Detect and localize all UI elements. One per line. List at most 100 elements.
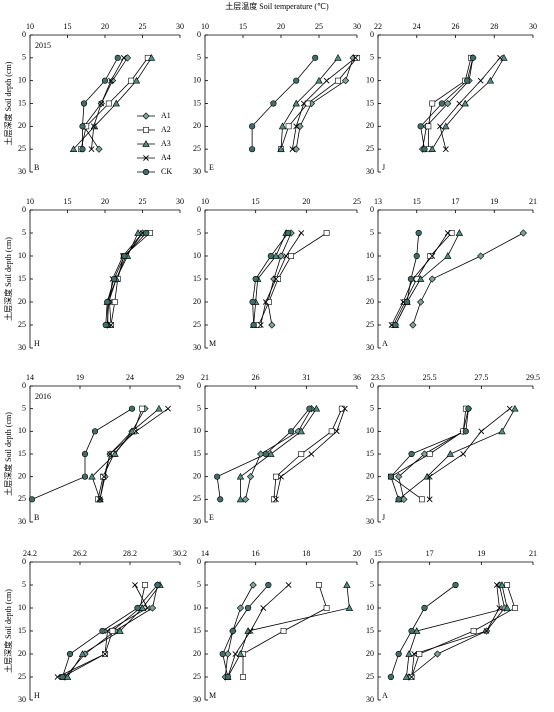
- x-tick-label: 20: [302, 197, 310, 206]
- y-tick-label: 20: [18, 649, 26, 658]
- series-line: [406, 584, 508, 678]
- y-tick-label: 10: [193, 603, 201, 612]
- marker-ck: [465, 405, 472, 412]
- y-tick-label: 15: [18, 274, 26, 283]
- marker-a1: [292, 145, 300, 153]
- marker-a4: [426, 496, 433, 503]
- marker-a4: [104, 628, 111, 634]
- marker-a2: [426, 451, 433, 457]
- x-tick-label: 25.5: [423, 373, 437, 382]
- y-tick-label: 5: [22, 228, 26, 237]
- x-tick-label: 30: [529, 22, 537, 31]
- marker-a3: [343, 581, 351, 588]
- y-tick-label: 25: [366, 144, 374, 153]
- y-tick-label: 30: [366, 167, 374, 176]
- marker-ck: [79, 123, 86, 130]
- marker-a1: [417, 298, 425, 306]
- x-tick-label: 26.2: [73, 549, 87, 558]
- marker-ck: [249, 298, 256, 306]
- marker-a4: [98, 100, 105, 107]
- y-tick-label: 15: [366, 449, 374, 458]
- marker-a4: [426, 473, 433, 480]
- marker-a3: [416, 275, 425, 282]
- panel-label: J: [382, 513, 385, 522]
- x-tick-label: 30: [176, 197, 184, 206]
- marker-a3: [267, 450, 275, 457]
- x-tick-label: 22: [374, 22, 382, 31]
- marker-ck: [306, 405, 313, 412]
- marker-ck: [80, 100, 88, 107]
- series-line: [408, 584, 506, 678]
- marker-a4: [273, 276, 279, 282]
- y-tick-label: 0: [370, 381, 374, 390]
- marker-a4: [506, 405, 513, 412]
- x-tick-label: 29: [176, 373, 184, 382]
- y-tick-label: 0: [22, 205, 26, 214]
- marker-a4: [273, 496, 279, 503]
- y-tick-label: 5: [22, 53, 26, 62]
- marker-a4: [278, 473, 284, 480]
- marker-a2: [316, 582, 322, 588]
- marker-a3: [345, 604, 354, 611]
- marker-a1: [257, 450, 265, 458]
- marker-ck: [244, 604, 252, 612]
- marker-a2: [280, 628, 287, 634]
- y-tick-label: 5: [197, 403, 201, 412]
- marker-ck: [387, 473, 395, 480]
- x-tick-label: 15: [252, 197, 260, 206]
- marker-a4: [308, 451, 315, 457]
- x-tick-label: 10: [26, 197, 34, 206]
- y-tick-label: 30: [193, 167, 201, 176]
- x-tick-label: 20: [353, 549, 361, 558]
- y-tick-label: 30: [366, 343, 374, 352]
- marker-a2: [128, 77, 135, 84]
- x-tick-label: 18: [302, 549, 310, 558]
- marker-a4: [257, 322, 264, 328]
- x-tick-label: 19: [477, 549, 485, 558]
- marker-a4: [101, 473, 107, 480]
- marker-a3: [428, 145, 436, 153]
- marker-a3: [112, 99, 120, 107]
- x-tick-label: 25: [139, 22, 147, 31]
- y-tick-label: 10: [366, 75, 374, 84]
- x-tick-label: 15: [239, 22, 247, 31]
- x-tick-label: 31: [302, 373, 310, 382]
- marker-ck: [81, 473, 89, 480]
- marker-ck: [464, 77, 471, 84]
- marker-ck: [217, 496, 224, 503]
- series-line: [227, 584, 289, 678]
- y-tick-label: 20: [366, 471, 374, 480]
- series-line: [260, 232, 302, 326]
- x-tick-label: 19: [76, 373, 84, 382]
- x-tick-label: 15: [374, 549, 382, 558]
- year-label: 2015: [35, 41, 51, 50]
- marker-a2: [504, 582, 511, 588]
- y-tick-label: 25: [18, 672, 26, 681]
- panel-label: B: [34, 163, 39, 172]
- marker-a3: [486, 76, 495, 84]
- marker-a2: [354, 54, 360, 61]
- y-tick-label: 0: [22, 381, 26, 390]
- x-tick-label: 14: [201, 549, 209, 558]
- marker-a1: [395, 473, 403, 481]
- x-tick-label: 10: [26, 22, 34, 31]
- marker-a4: [133, 428, 139, 435]
- marker-a4: [497, 54, 503, 61]
- y-tick-label: 20: [366, 121, 374, 130]
- marker-a2: [470, 628, 477, 634]
- y-tick-label: 0: [197, 30, 201, 39]
- y-tick-label: 10: [18, 251, 26, 260]
- marker-a4: [298, 230, 305, 236]
- series-line: [390, 584, 456, 678]
- marker-ck: [229, 627, 236, 635]
- x-tick-label: 17: [452, 197, 460, 206]
- y-tick-label: 20: [193, 471, 201, 480]
- y-tick-label: 5: [22, 403, 26, 412]
- marker-a1: [236, 604, 245, 612]
- marker-a2: [273, 473, 279, 480]
- marker-ck: [219, 650, 226, 658]
- marker-a4: [444, 230, 451, 236]
- y-tick-label: 25: [193, 494, 201, 503]
- marker-a3: [236, 650, 245, 657]
- y-axis-label: 土层深度 Soil depth (cm): [3, 589, 13, 673]
